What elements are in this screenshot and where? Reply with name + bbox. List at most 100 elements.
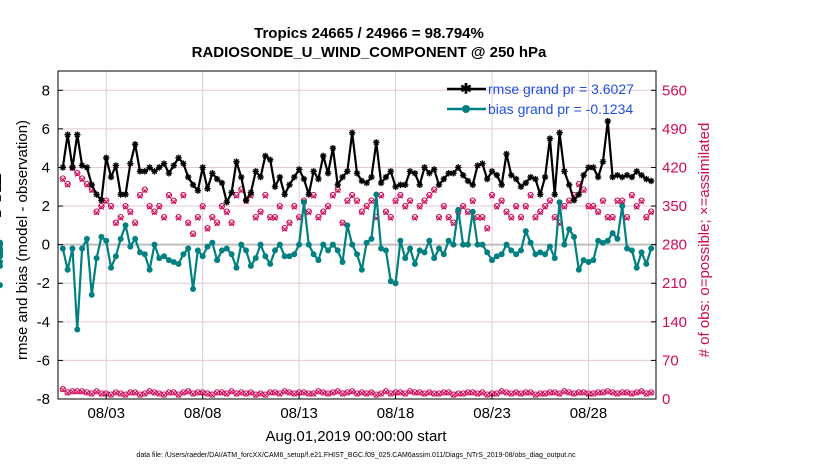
obs-assimilated-stroke [441,390,447,396]
bias-point [527,239,534,246]
obs-assimilated-marker [127,390,133,396]
obs-assimilated-stroke [209,215,215,221]
obs-assimilated-marker [103,198,109,205]
obs-assimilated-stroke [195,215,201,221]
bias-point [310,251,317,258]
obs-assimilated-marker [214,390,220,396]
legend-bias-marker [462,105,470,113]
obs-possible-marker [411,213,418,221]
bias-point [469,208,476,215]
rmse-point-stroke [383,174,389,180]
obs-assimilated-marker [436,391,442,397]
obs-assimilated-marker [219,390,225,396]
obs-assimilated-marker [151,210,158,216]
right-tick-label: 210 [662,275,687,292]
obs-assimilated-marker [581,187,587,194]
rmse-point-stroke [156,164,163,171]
bias-point [180,251,187,258]
bias-point [74,326,81,333]
obs-assimilated-stroke [412,390,418,396]
rmse-point [517,183,525,190]
obs-possible-marker [156,202,163,210]
obs-assimilated-marker [257,210,264,216]
rmse-point [286,181,293,189]
left-tick-label: -6 [37,352,50,369]
obs-assimilated-stroke [392,198,399,205]
bias-point [373,191,380,198]
obs-assimilated-marker [146,204,153,210]
obs-assimilated-stroke [581,187,587,194]
obs-assimilated-marker [489,193,495,199]
obs-assimilated-stroke [508,391,514,397]
obs-assimilated-stroke [286,221,293,227]
obs-assimilated-marker [368,390,375,396]
obs-possible-marker [146,202,153,210]
obs-possible-marker [527,389,534,396]
obs-assimilated-stroke [195,390,201,396]
rmse-point [633,168,640,175]
bias-point [619,203,626,210]
obs-assimilated-stroke [325,391,331,397]
obs-possible-marker [353,197,361,204]
obs-assimilated-stroke [310,391,317,397]
obs-assimilated-stroke [465,390,471,396]
obs-assimilated-stroke [503,390,510,396]
obs-assimilated-marker [503,210,510,216]
obs-assimilated-marker [79,176,85,183]
obs-assimilated-stroke [93,210,100,216]
obs-assimilated-stroke [142,187,148,194]
obs-assimilated-stroke [643,391,650,397]
obs-assimilated-stroke [200,390,206,396]
obs-possible-marker [358,208,365,215]
rmse-point-stroke [98,197,105,204]
obs-assimilated-marker [277,204,283,210]
obs-possible-marker [214,219,221,226]
obs-possible-marker [445,389,452,396]
obs-assimilated-stroke [373,392,379,398]
rmse-point [131,141,139,148]
bias-point [117,235,124,242]
obs-assimilated-marker [195,390,201,396]
rmse-point [310,168,317,175]
rmse-point-stroke [320,153,327,159]
rmse-point-stroke [518,183,524,190]
rmse-point [406,168,414,175]
rmse-point-stroke [281,191,288,198]
obs-assimilated-stroke [552,390,558,396]
obs-assimilated-marker [441,204,447,210]
obs-assimilated-stroke [89,391,95,397]
obs-assimilated-stroke [325,204,331,210]
rmse-point [387,168,394,175]
rmse-point-stroke [359,178,365,184]
x-tick-label: 08/08 [184,405,222,422]
rmse-point-stroke [204,185,211,192]
bias-point [479,241,486,248]
obs-assimilated-stroke [426,390,432,396]
obs-assimilated-marker [450,392,457,398]
obs-assimilated-marker [171,390,177,396]
bias-point [190,286,197,293]
obs-assimilated-stroke [484,226,490,232]
bias-point [218,247,225,254]
rmse-point-stroke [349,129,355,136]
obs-assimilated-stroke [93,389,100,395]
bias-point [122,222,129,229]
obs-assimilated-marker [180,390,187,396]
rmse-point-stroke [426,170,433,177]
obs-possible-marker [397,191,404,199]
left-tick-label: 4 [42,159,50,176]
obs-assimilated-marker [113,390,119,396]
rmse-point [430,166,438,173]
bias-point [0,247,3,254]
obs-assimilated-marker [108,392,114,398]
obs-possible-marker [329,191,336,199]
rmse-point-stroke [166,170,172,177]
bias-point [431,255,438,262]
obs-assimilated-marker [624,215,630,221]
bias-point [103,237,110,244]
bias-point [522,228,529,235]
obs-assimilated-marker [156,391,162,397]
obs-assimilated-stroke [267,390,273,396]
obs-possible-marker [286,219,293,226]
obs-assimilated-stroke [383,389,389,395]
